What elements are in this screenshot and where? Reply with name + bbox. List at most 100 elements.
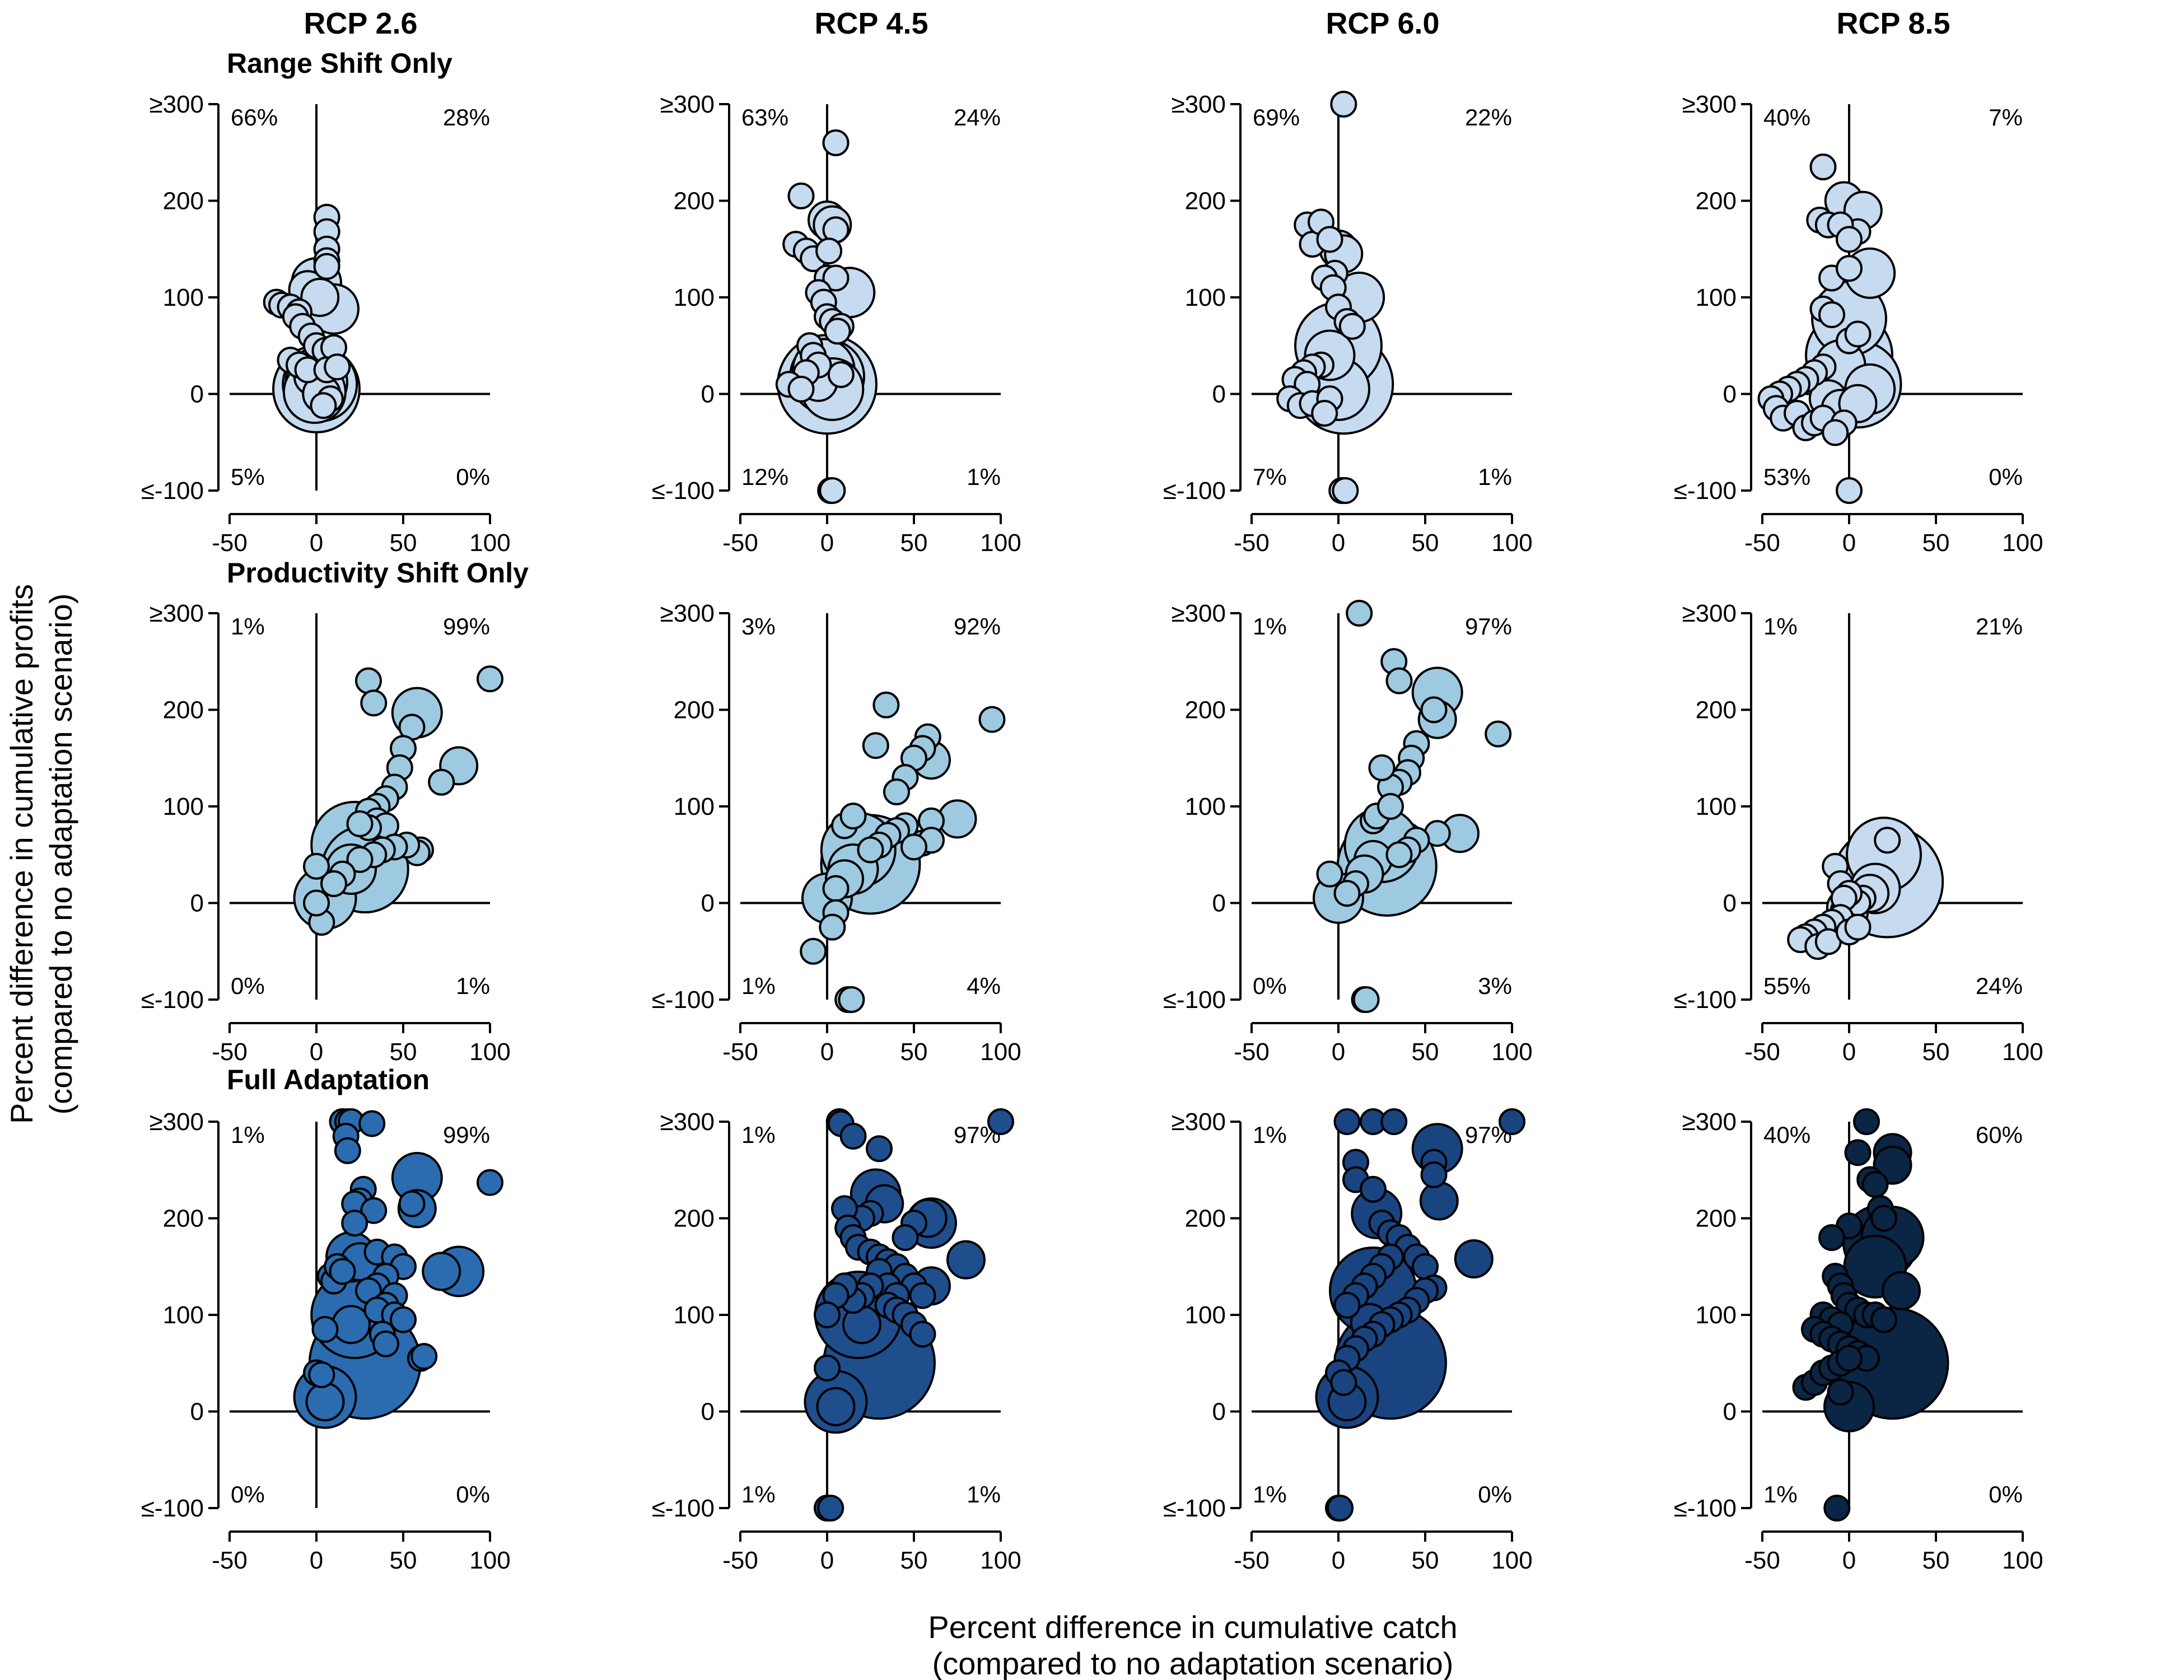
quadrant-label-tr: 24% <box>954 104 1001 130</box>
y-tick-label: 100 <box>163 1301 204 1329</box>
x-tick-label: 100 <box>469 529 510 557</box>
data-bubble <box>477 1169 503 1196</box>
y-tick-label: 100 <box>674 1301 715 1329</box>
data-bubble <box>1844 913 1872 941</box>
data-bubble <box>1330 91 1357 118</box>
data-bubble <box>800 937 827 965</box>
data-bubble <box>334 1137 361 1164</box>
y-tick-label: 200 <box>163 188 204 215</box>
x-tick-label: -50 <box>722 529 758 557</box>
data-bubble <box>946 1240 986 1280</box>
data-bubble <box>1327 1495 1354 1522</box>
quadrant-label-bl: 1% <box>1763 1481 1798 1508</box>
data-bubble <box>1874 827 1901 854</box>
quadrant-label-tl: 1% <box>1253 1122 1287 1148</box>
data-bubble <box>1346 600 1373 627</box>
y-tick-label: ≤-100 <box>652 1495 715 1522</box>
y-tick-label: 100 <box>163 284 204 311</box>
data-bubble <box>1499 1108 1525 1135</box>
data-bubble <box>978 706 1006 733</box>
quadrant-label-br: 1% <box>1478 464 1512 490</box>
quadrant-label-tr: 97% <box>1465 613 1512 640</box>
data-bubble <box>866 1135 893 1163</box>
x-tick-label: 100 <box>2002 1038 2043 1066</box>
col-title-rcp45: RCP 4.5 <box>814 7 928 40</box>
y-tick-label: ≤-100 <box>1674 1495 1737 1522</box>
data-bubble <box>1333 1108 1361 1135</box>
x-tick-label: -50 <box>1744 529 1780 557</box>
y-tick-label: 200 <box>674 188 715 215</box>
y-tick-label: ≥300 <box>1171 600 1226 627</box>
x-tick-label: 0 <box>820 1547 834 1574</box>
y-axis-title-line1: Percent difference in cumulative profits <box>4 584 39 1124</box>
data-bubble <box>360 1197 388 1224</box>
data-bubble <box>815 237 843 265</box>
data-bubble <box>1823 1495 1851 1522</box>
x-tick-label: 0 <box>310 529 323 557</box>
y-tick-label: 200 <box>1696 1205 1737 1233</box>
quadrant-label-bl: 0% <box>231 973 265 999</box>
data-bubble <box>390 1306 417 1333</box>
data-bubble <box>814 1301 841 1328</box>
x-tick-label: -50 <box>1744 1038 1780 1066</box>
data-bubble <box>822 129 850 156</box>
quadrant-label-tr: 22% <box>1465 104 1512 130</box>
y-tick-label: ≥300 <box>660 91 715 118</box>
data-bubble <box>372 1330 399 1357</box>
data-bubble <box>303 852 330 880</box>
data-bubble <box>1360 1175 1387 1203</box>
x-tick-label: 50 <box>390 1547 417 1574</box>
y-tick-label: 200 <box>163 1205 204 1233</box>
data-bubble <box>1870 1205 1897 1232</box>
quadrant-label-br: 4% <box>967 973 1001 999</box>
quadrant-label-tl: 69% <box>1253 104 1300 130</box>
data-bubble <box>987 1108 1014 1135</box>
x-tick-label: 0 <box>1842 1038 1856 1066</box>
y-tick-label: 100 <box>1185 793 1226 820</box>
x-tick-label: 0 <box>1842 529 1856 557</box>
y-tick-label: 0 <box>190 1398 204 1426</box>
data-bubble <box>310 392 337 419</box>
y-tick-label: 0 <box>1212 1398 1226 1426</box>
quadrant-label-tl: 3% <box>741 613 776 640</box>
x-tick-label: 100 <box>1491 1038 1532 1066</box>
x-tick-label: 50 <box>390 1038 417 1066</box>
panel-r1-c1: ≤-100 0 100 200 ≥300 -50 0 50 100 3% 92% 1% 4% <box>652 600 1021 1066</box>
data-bubble <box>1419 1181 1459 1221</box>
x-tick-label: 0 <box>1332 529 1345 557</box>
y-tick-label: 0 <box>1723 890 1737 917</box>
data-bubble <box>341 1210 368 1237</box>
x-tick-label: 100 <box>980 1038 1021 1066</box>
y-tick-label: ≥300 <box>149 1108 204 1136</box>
y-tick-label: ≥300 <box>660 1108 715 1136</box>
y-tick-label: 100 <box>1185 1301 1226 1329</box>
col-title-rcp26: RCP 2.6 <box>304 7 417 40</box>
x-axis-title-line2: (compared to no adaptation scenario) <box>932 1646 1454 1680</box>
quadrant-label-tl: 63% <box>741 104 788 130</box>
data-bubble <box>346 810 374 838</box>
data-bubble <box>410 1343 438 1370</box>
data-bubble <box>909 1320 936 1348</box>
x-tick-label: 0 <box>310 1038 323 1066</box>
quadrant-label-tl: 1% <box>231 1122 265 1148</box>
data-bubble <box>839 1122 867 1150</box>
x-tick-label: 50 <box>900 1547 928 1574</box>
data-bubble <box>900 833 927 861</box>
x-tick-label: 50 <box>1412 1038 1439 1066</box>
x-tick-label: 50 <box>390 529 417 557</box>
y-tick-label: ≤-100 <box>141 986 204 1014</box>
x-tick-label: 0 <box>1332 1038 1345 1066</box>
quadrant-label-tr: 99% <box>443 1122 490 1148</box>
x-tick-label: 50 <box>900 1038 928 1066</box>
y-tick-label: ≤-100 <box>652 986 715 1014</box>
quadrant-label-bl: 1% <box>741 973 776 999</box>
quadrant-label-br: 0% <box>1478 1481 1512 1508</box>
data-bubble <box>857 836 884 864</box>
data-bubble <box>1332 477 1359 504</box>
quadrant-label-tl: 66% <box>231 104 278 130</box>
data-bubble <box>787 182 815 209</box>
data-bubble <box>1352 986 1380 1013</box>
x-tick-label: -50 <box>212 1038 248 1066</box>
data-bubble <box>1844 1139 1872 1166</box>
data-bubble <box>1844 320 1872 348</box>
